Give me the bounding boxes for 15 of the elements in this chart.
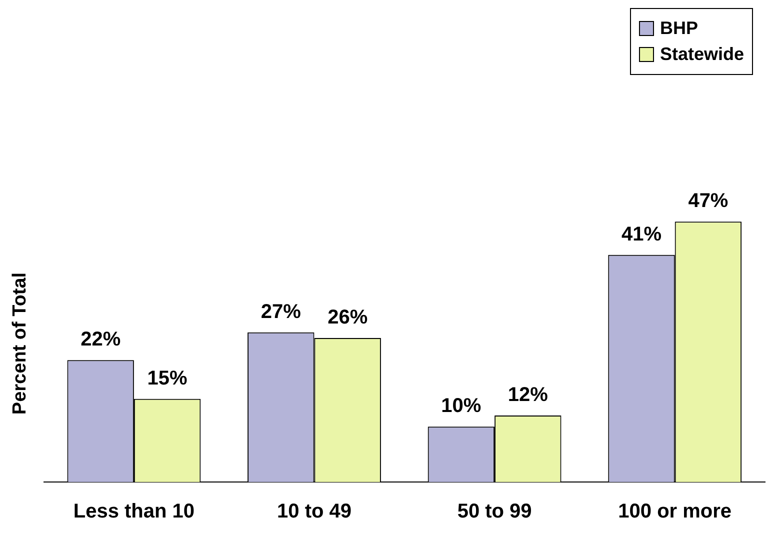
x-tick-label: Less than 10 — [73, 500, 195, 523]
data-label: 12% — [508, 384, 548, 406]
x-tick-label: 100 or more — [618, 500, 732, 523]
data-label: 27% — [260, 300, 302, 323]
y-axis-title: Percent of Total — [10, 272, 31, 415]
data-label: 47% — [688, 190, 728, 212]
data-label: 26% — [328, 306, 368, 328]
data-label: 41% — [621, 223, 662, 246]
data-label: 22% — [80, 328, 121, 351]
legend-label: BHP — [658, 18, 699, 39]
data-label: 15% — [147, 367, 188, 390]
data-label: 10% — [441, 395, 482, 418]
x-tick-label: 10 to 49 — [277, 500, 352, 523]
legend-label: Statewide — [658, 44, 744, 65]
x-tick-label: 50 to 99 — [457, 500, 532, 523]
